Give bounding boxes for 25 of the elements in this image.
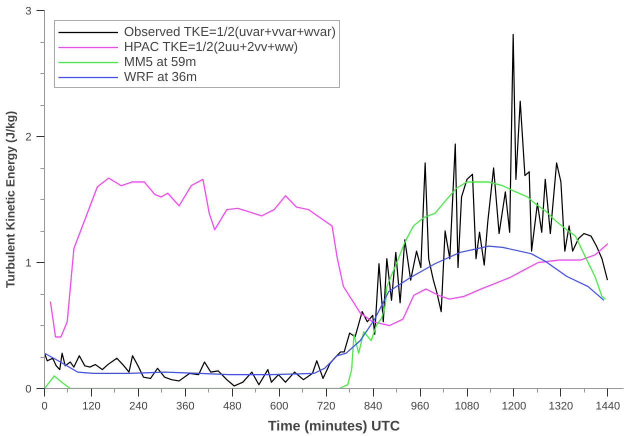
x-tick-label: 960 (410, 400, 430, 412)
x-tick-label: 1440 (596, 400, 620, 412)
line-series (44, 246, 605, 376)
y-axis-title: Turbulent Kinetic Energy (J/kg) (3, 110, 18, 288)
x-tick-label: 360 (176, 400, 195, 412)
legend-label: HPAC TKE=1/2(2uu+2vv+ww) (124, 39, 298, 54)
legend-label: MM5 at 59m (124, 54, 196, 69)
x-tick-label: 240 (129, 400, 148, 412)
x-tick-label: 1080 (454, 400, 480, 412)
x-tick-label: 1320 (548, 400, 574, 412)
x-tick-label: 600 (270, 400, 288, 412)
legend-label: Observed TKE=1/2(uvar+vvar+wvar) (124, 24, 336, 39)
x-tick-label: 720 (317, 400, 336, 412)
line-series (50, 177, 608, 338)
x-tick-label: 840 (364, 400, 382, 412)
y-tick-label: 1 (25, 258, 32, 270)
x-tick-label: 120 (82, 400, 101, 412)
x-tick-label: 480 (223, 400, 242, 412)
x-tick-label: 1200 (502, 400, 526, 412)
x-axis-title: Time (minutes) UTC (268, 418, 400, 434)
y-tick-label: 3 (25, 6, 32, 18)
y-tick-label: 2 (25, 132, 32, 144)
y-tick-label: 0 (25, 384, 32, 396)
legend-label: WRF at 36m (124, 69, 197, 84)
x-tick-label: 0 (41, 400, 48, 412)
